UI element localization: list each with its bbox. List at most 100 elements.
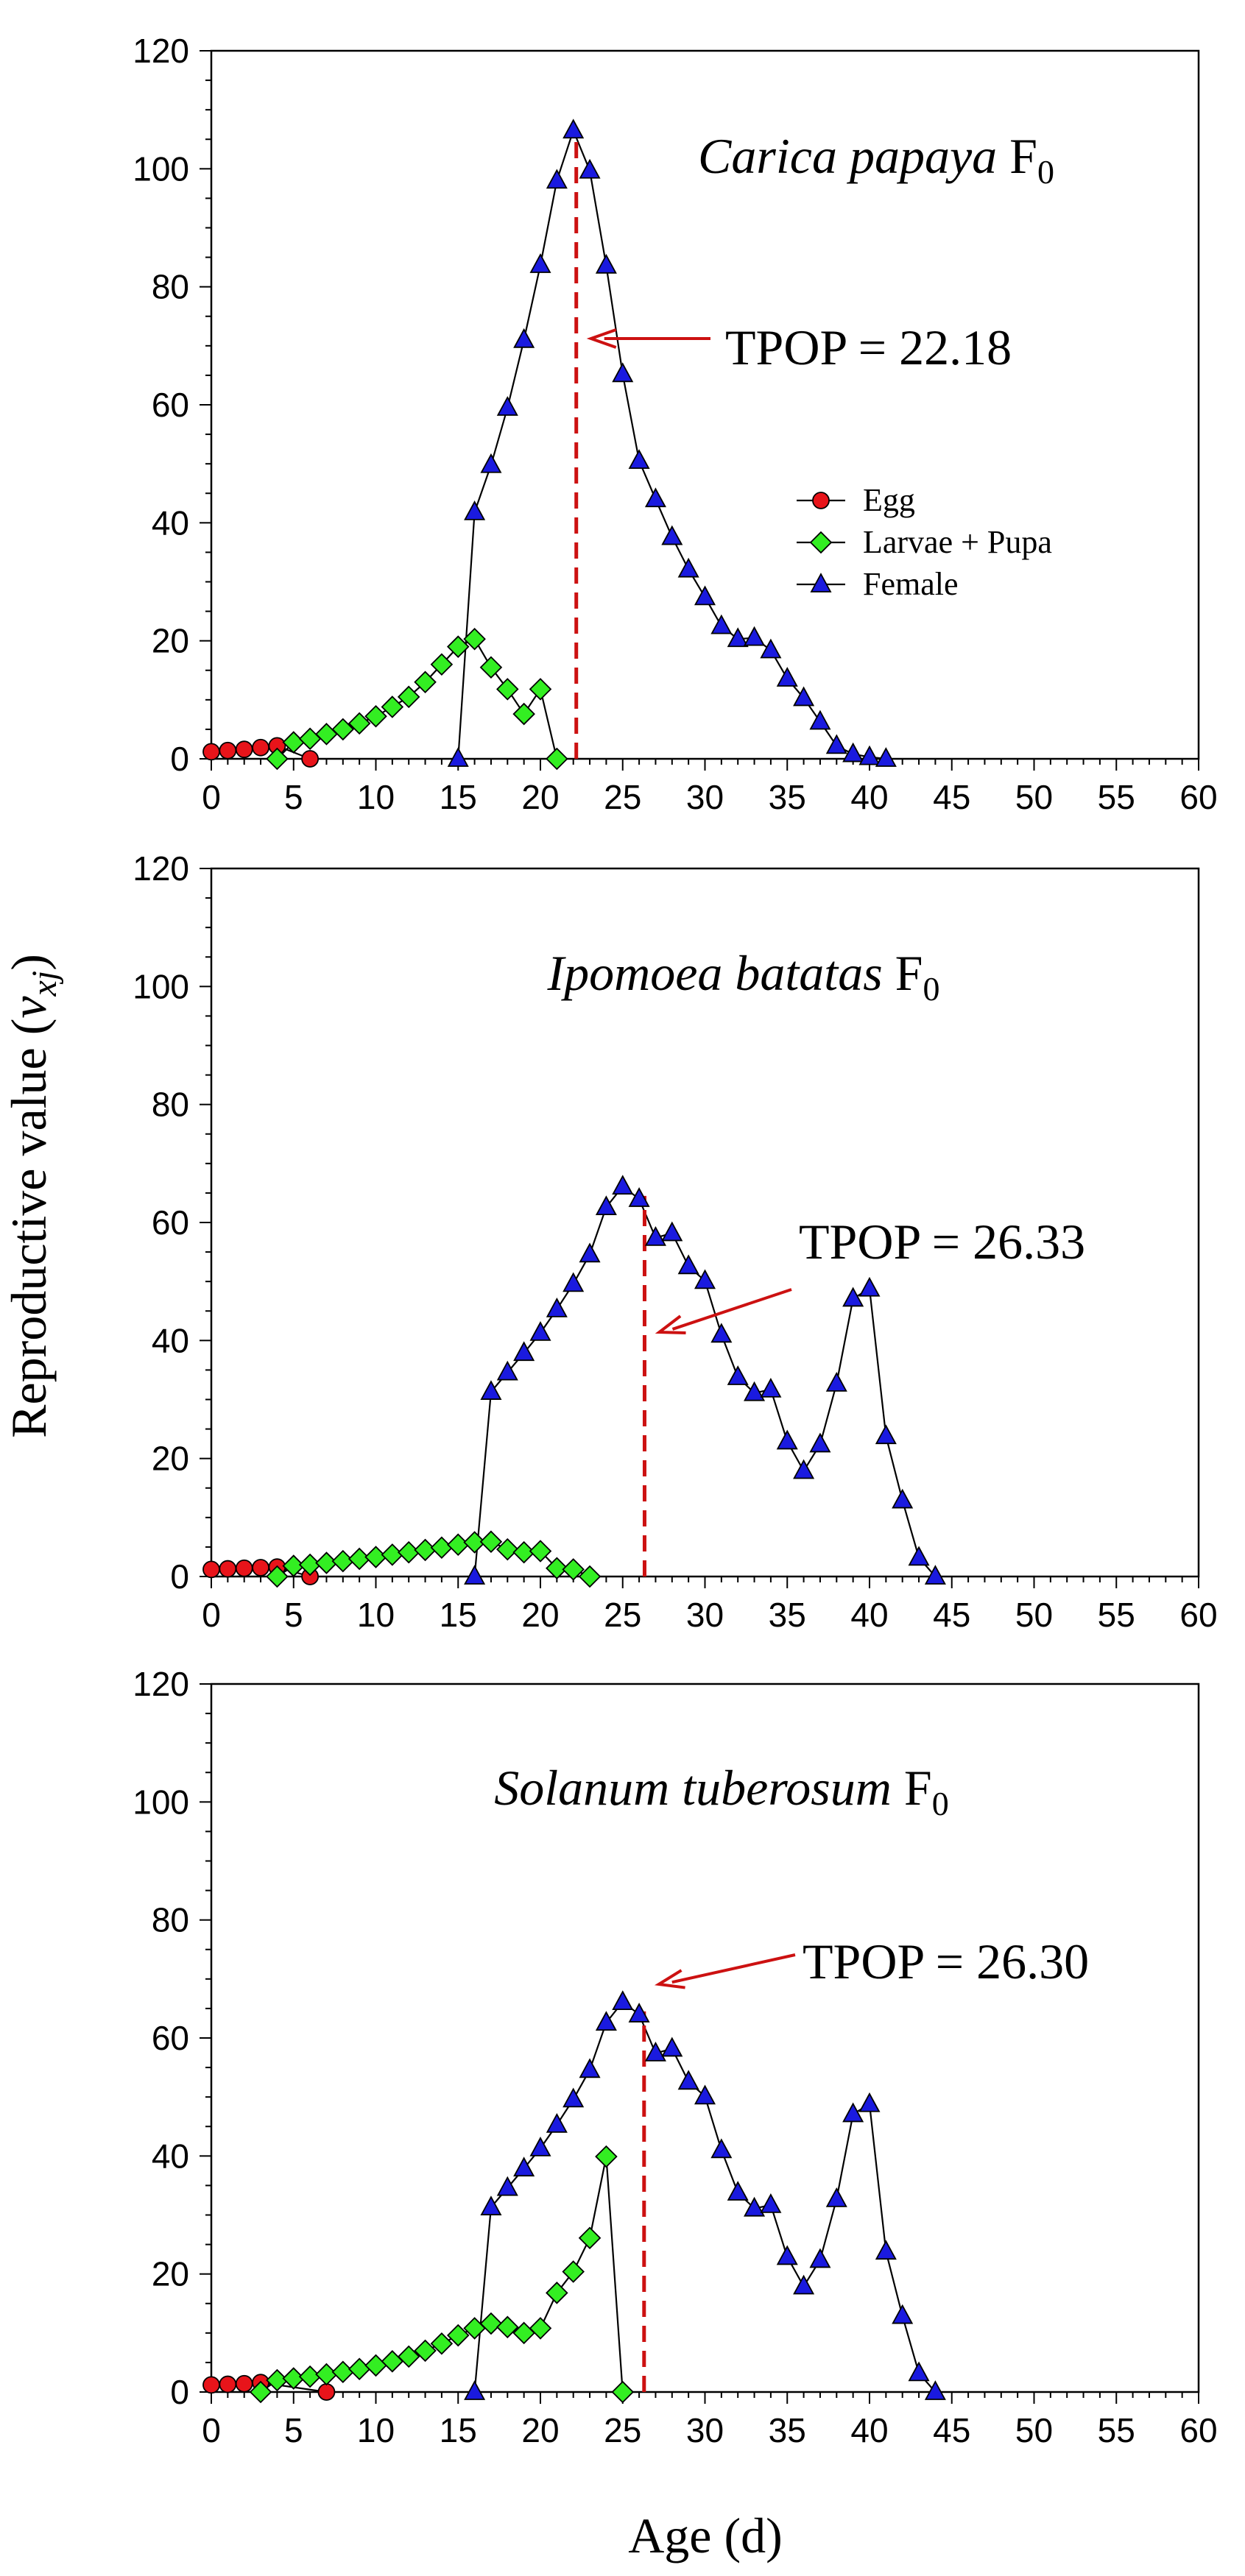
larvae-pupa-marker (397, 2345, 420, 2368)
female-marker (677, 1254, 699, 1275)
x-tick-label: 25 (604, 778, 641, 816)
female-marker (546, 2112, 568, 2133)
y-tick-label: 80 (152, 1086, 189, 1124)
larvae-pupa-marker (446, 635, 470, 658)
larvae-pupa-marker (430, 2332, 454, 2355)
x-tick-label: 25 (604, 1596, 641, 1634)
egg-marker (219, 2375, 237, 2393)
larvae-pupa-marker (298, 1553, 322, 1577)
female-marker (694, 1269, 716, 1289)
female-marker (809, 1432, 831, 1453)
larvae-pupa-marker (496, 678, 519, 701)
larvae-pupa-marker (479, 2312, 503, 2335)
female-marker (562, 1272, 585, 1292)
female-marker (579, 2058, 601, 2078)
female-marker (760, 1377, 782, 1398)
x-tick-label: 35 (769, 1596, 806, 1634)
larvae-pupa-marker (446, 1533, 470, 1556)
egg-marker (252, 738, 269, 757)
larvae-pupa-marker (414, 670, 437, 694)
female-marker (892, 1488, 914, 1509)
larvae-pupa-marker (496, 2315, 519, 2339)
female-marker (513, 1341, 535, 1362)
female-marker (727, 627, 749, 648)
x-tick-label: 45 (933, 2411, 970, 2449)
female-series-line (457, 128, 886, 760)
female-marker (644, 487, 666, 508)
tpop-label: TPOP = 26.33 (799, 1214, 1085, 1270)
female-marker (513, 328, 535, 348)
x-tick-label: 15 (440, 2411, 477, 2449)
larvae-pupa-marker (266, 2368, 289, 2392)
larvae-pupa-marker (331, 718, 355, 741)
female-marker (727, 2181, 749, 2201)
legend-label-female: Female (863, 566, 959, 602)
female-marker (464, 2380, 486, 2400)
larvae-pupa-marker (364, 2354, 387, 2377)
larvae-pupa-marker (562, 2260, 585, 2283)
female-marker (744, 2196, 766, 2217)
y-tick-label: 80 (152, 268, 189, 306)
y-tick-label: 80 (152, 1901, 189, 1939)
egg-marker (301, 750, 320, 768)
y-tick-label: 100 (133, 1783, 189, 1821)
female-marker (842, 2102, 864, 2123)
x-tick-label: 20 (521, 2411, 559, 2449)
female-marker (793, 1459, 815, 1479)
female-marker (776, 1429, 798, 1450)
female-marker (908, 2361, 930, 2382)
y-tick-label: 40 (152, 1321, 189, 1359)
chart-panel-1: 0 5 10 15 20 25 30 35 40 45 50 55 60 0 20 40 60 80 100 120 T… (133, 32, 1217, 816)
larvae-pupa-marker (414, 1538, 437, 1562)
female-marker (875, 2240, 897, 2260)
female-marker (776, 667, 798, 687)
female-marker (595, 2011, 617, 2031)
panel-title-generation: F (895, 945, 923, 1001)
egg-marker (202, 743, 220, 761)
larvae-pupa-marker (479, 656, 503, 679)
panel-title: Ipomoea batatas F0 (546, 945, 939, 1008)
x-tick-label: 40 (850, 2411, 888, 2449)
female-marker (875, 747, 897, 767)
female-marker (529, 253, 551, 273)
female-marker (793, 2274, 815, 2295)
larvae-pupa-marker (266, 747, 289, 771)
female-marker (825, 2187, 847, 2207)
tpop-arrow-head (654, 1969, 685, 1989)
female-marker (694, 2084, 716, 2105)
female-marker (924, 2380, 946, 2400)
female-marker (842, 1287, 864, 1307)
x-axis-label: Age (d) (628, 2508, 783, 2563)
female-marker (825, 1371, 847, 1392)
panel-title-subscript: 0 (1037, 153, 1054, 191)
larvae-pupa-marker (512, 1540, 535, 1564)
x-tick-label: 5 (284, 778, 303, 816)
x-tick-label: 40 (850, 1596, 888, 1634)
female-marker (710, 614, 733, 634)
female-marker (546, 169, 568, 189)
female-marker (628, 1187, 650, 1207)
x-tick-label: 30 (686, 2411, 724, 2449)
female-marker (810, 573, 832, 592)
x-tick-label: 40 (850, 778, 888, 816)
female-marker (842, 742, 864, 762)
female-marker (677, 2070, 699, 2090)
egg-marker (202, 2376, 220, 2394)
larvae-pupa-marker (414, 2339, 437, 2363)
female-marker (760, 638, 782, 659)
x-tick-label: 0 (202, 1596, 221, 1634)
tpop-label: TPOP = 22.18 (725, 319, 1012, 375)
x-tick-label: 30 (686, 1596, 724, 1634)
larvae-pupa-marker (331, 2360, 355, 2384)
larvae-pupa-marker (529, 2317, 552, 2340)
x-tick-label: 50 (1015, 2411, 1053, 2449)
x-tick-label: 15 (440, 778, 477, 816)
y-tick-label: 20 (152, 622, 189, 660)
female-marker (760, 2193, 782, 2213)
female-marker (727, 1365, 749, 1385)
x-tick-label: 30 (686, 778, 724, 816)
larvae-pupa-marker (381, 1543, 404, 1566)
larvae-pupa-marker (496, 1538, 519, 1561)
y-tick-label: 40 (152, 503, 189, 542)
larvae-pupa-marker (546, 2282, 568, 2304)
